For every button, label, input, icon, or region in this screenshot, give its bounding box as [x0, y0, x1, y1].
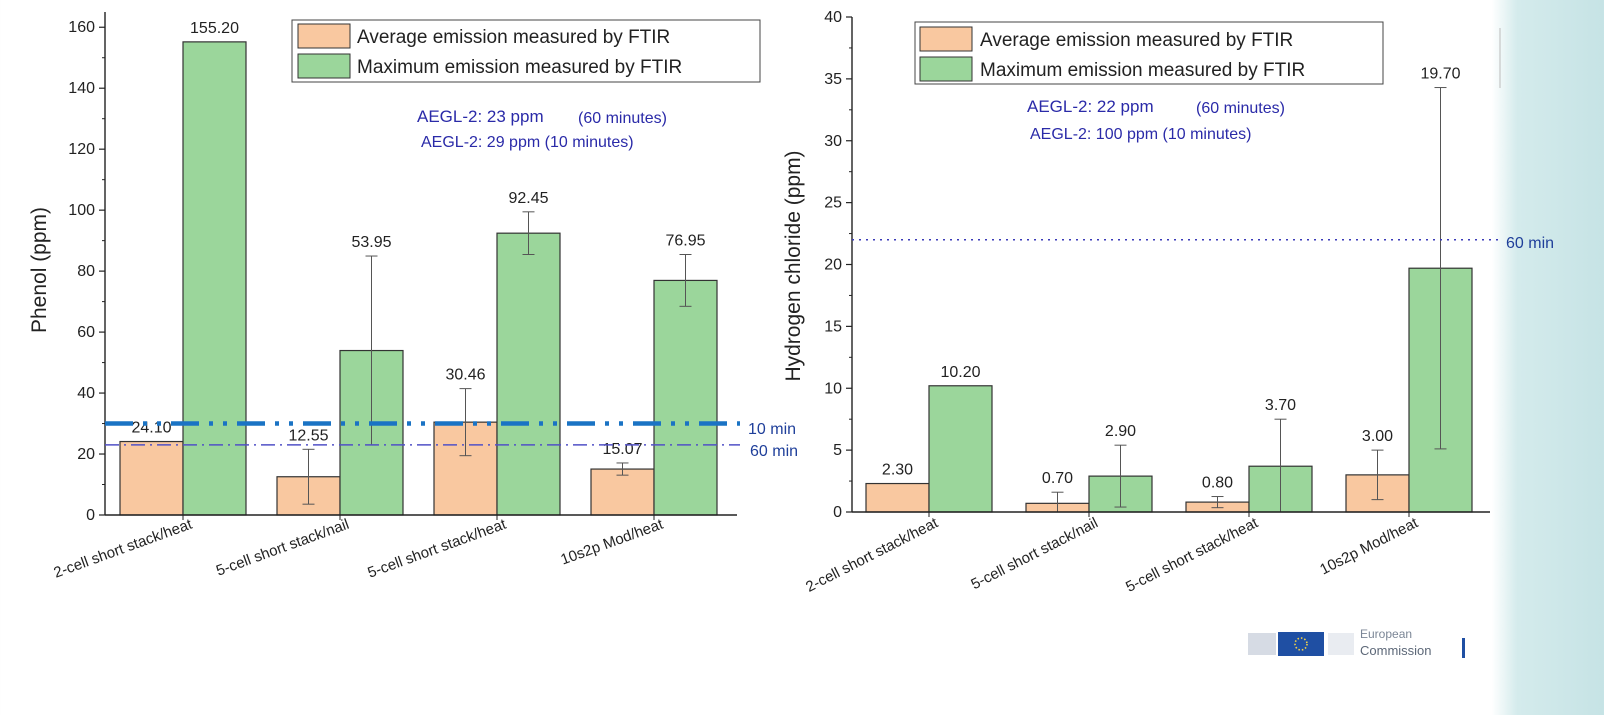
phenol-bar-max-3	[496, 232, 561, 516]
phenol-x-tick-label-4: 10s2p Mod/heat	[558, 515, 666, 568]
hcl-legend-avg-swatch	[919, 26, 973, 52]
phenol-legend: Average emission measured by FTIR Maximu…	[291, 19, 761, 83]
hcl-y-tick-label-15: 15	[824, 318, 842, 335]
phenol-y-tick-label-140: 140	[68, 80, 95, 97]
hcl-legend-avg-label: Average emission measured by FTIR	[980, 30, 1293, 51]
european-commission-logo: European Commission	[1248, 627, 1465, 658]
logo-text-line2: Commission	[1360, 643, 1432, 658]
hcl-x-tick-label-3: 5-cell short stack/heat	[1123, 514, 1261, 596]
phenol-legend-max-label: Maximum emission measured by FTIR	[357, 57, 682, 78]
hcl-bar-max-1	[928, 385, 993, 513]
phenol-data-label-max-2: 53.95	[351, 234, 391, 251]
phenol-aegl-60-duration: (60 minutes)	[578, 110, 667, 127]
phenol-ref-10min-label: 10 min	[748, 421, 796, 438]
hcl-legend-max-label: Maximum emission measured by FTIR	[980, 60, 1305, 81]
hcl-data-label-max-1: 10.20	[940, 364, 980, 381]
phenol-y-tick-label-0: 0	[86, 507, 95, 524]
phenol-bar-max-4	[653, 279, 718, 516]
hcl-y-tick-label-35: 35	[824, 71, 842, 88]
phenol-data-label-avg-2: 12.55	[288, 427, 328, 444]
phenol-chart: 24.10 155.20 12.55 53.95 30.46 92.45 15.07 76.9…	[28, 12, 798, 582]
hcl-legend-frame	[914, 21, 1384, 85]
phenol-legend-avg-swatch	[297, 23, 351, 49]
phenol-bar-max-1	[182, 41, 247, 516]
phenol-y-tick-label-80: 80	[77, 263, 95, 280]
phenol-bar-avg-1	[119, 440, 184, 516]
hcl-y-tick-label-10: 10	[824, 380, 842, 397]
phenol-y-axis-title: Phenol (ppm)	[28, 207, 51, 333]
hcl-y-tick-label-5: 5	[833, 442, 842, 459]
logo-right-bands	[1328, 633, 1354, 655]
phenol-data-label-max-1: 155.20	[190, 20, 239, 37]
hcl-data-label-avg-1: 2.30	[882, 462, 913, 479]
logo-left-bands	[1248, 633, 1276, 655]
phenol-data-label-max-3: 92.45	[508, 190, 548, 207]
phenol-legend-avg-label: Average emission measured by FTIR	[357, 27, 670, 48]
phenol-ref-60min-label: 60 min	[750, 443, 798, 460]
phenol-y-tick-label-160: 160	[68, 19, 95, 36]
hcl-y-tick-label-30: 30	[824, 133, 842, 150]
hcl-legend: Average emission measured by FTIR Maximu…	[914, 21, 1384, 85]
phenol-x-tick-label-1: 2-cell short stack/heat	[51, 516, 195, 582]
hcl-data-label-max-3: 3.70	[1265, 397, 1296, 414]
phenol-y-tick-label-100: 100	[68, 202, 95, 219]
hcl-aegl-60-duration: (60 minutes)	[1196, 100, 1285, 117]
hcl-y-axis-title: Hydrogen chloride (ppm)	[782, 150, 805, 381]
phenol-data-label-avg-4: 15.07	[602, 441, 642, 458]
hcl-y-tick-label-25: 25	[824, 195, 842, 212]
hcl-legend-max-swatch	[919, 56, 973, 82]
hcl-chart: 2.30 10.20 0.70 2.90 0.80 3.70 3.00 19.70 2-cel…	[782, 9, 1554, 596]
hcl-y-tick-label-40: 40	[824, 9, 842, 26]
hcl-aegl-10-note: AEGL-2: 100 ppm (10 minutes)	[1030, 126, 1251, 143]
phenol-x-tick-label-3: 5-cell short stack/heat	[365, 516, 509, 582]
phenol-y-tick-label-40: 40	[77, 385, 95, 402]
hcl-ref-60min-label: 60 min	[1506, 235, 1554, 252]
phenol-aegl-60-value: AEGL-2: 23 ppm	[417, 107, 544, 126]
phenol-x-tick-label-2: 5-cell short stack/nail	[214, 516, 351, 580]
hcl-data-label-avg-2: 0.70	[1042, 470, 1073, 487]
eu-stars-icon	[1294, 637, 1308, 651]
phenol-legend-frame	[291, 19, 761, 83]
phenol-bar-avg-4	[590, 468, 655, 516]
hcl-y-tick-label-20: 20	[824, 257, 842, 274]
phenol-data-label-avg-1: 24.10	[131, 420, 171, 437]
hcl-x-tick-label-1: 2-cell short stack/heat	[803, 514, 941, 596]
hcl-x-tick-label-4: 10s2p Mod/heat	[1317, 514, 1421, 578]
hcl-data-label-max-2: 2.90	[1105, 423, 1136, 440]
hcl-data-label-avg-3: 0.80	[1202, 475, 1233, 492]
hcl-bar-avg-1	[865, 482, 930, 513]
hcl-data-label-avg-4: 3.00	[1362, 428, 1393, 445]
phenol-y-tick-label-20: 20	[77, 446, 95, 463]
logo-text-line1: European	[1360, 627, 1412, 641]
hcl-y-tick-label-0: 0	[833, 504, 842, 521]
eu-flag-icon	[1278, 632, 1324, 656]
phenol-legend-max-swatch	[297, 53, 351, 79]
phenol-data-label-avg-3: 30.46	[445, 367, 485, 384]
hcl-marks: 2.30 10.20 0.70 2.90 0.80 3.70 3.00 19.70	[865, 66, 1473, 513]
hcl-aegl-60-value: AEGL-2: 22 ppm	[1027, 97, 1154, 116]
phenol-marks: 24.10 155.20 12.55 53.95 30.46 92.45 15.07 76.9…	[119, 20, 718, 516]
logo-bar	[1462, 638, 1465, 658]
phenol-data-label-max-4: 76.95	[665, 233, 705, 250]
phenol-y-tick-label-60: 60	[77, 324, 95, 341]
phenol-aegl-10-note: AEGL-2: 29 ppm (10 minutes)	[421, 134, 634, 151]
phenol-y-tick-label-120: 120	[68, 141, 95, 158]
hcl-data-label-max-4: 19.70	[1420, 66, 1460, 83]
hcl-x-tick-label-2: 5-cell short stack/nail	[968, 514, 1101, 593]
